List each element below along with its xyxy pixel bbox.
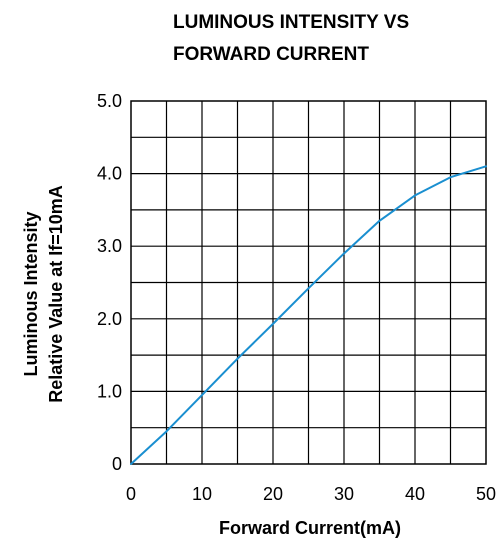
plot-border [130, 100, 487, 465]
y-tick-label: 3.0 [97, 236, 122, 256]
series-layer [130, 165, 487, 465]
y-tick-label: 5.0 [97, 91, 122, 111]
x-tick-label: 20 [263, 484, 283, 504]
x-axis-ticks: 0 10 20 30 40 50 [126, 484, 496, 504]
y-tick-label: 1.0 [97, 381, 122, 401]
chart-title-line-1: LUMINOUS INTENSITY VS [173, 12, 409, 33]
y-tick-label: 4.0 [97, 164, 122, 184]
x-axis-title: Forward Current(mA) [219, 518, 401, 538]
x-tick-label: 30 [334, 484, 354, 504]
y-tick-label: 2.0 [97, 309, 122, 329]
y-axis-title-line-1: Luminous Intensity [21, 211, 41, 376]
y-axis-title-line-2: Relative Value at If=10mA [46, 185, 66, 403]
chart-title: LUMINOUS INTENSITY VS FORWARD CURRENT [173, 12, 409, 65]
series-line-1 [130, 165, 487, 465]
x-tick-label: 50 [476, 484, 496, 504]
y-tick-label: 0 [112, 454, 122, 474]
chart-title-line-2: FORWARD CURRENT [173, 44, 369, 65]
x-tick-label: 10 [192, 484, 212, 504]
y-axis-ticks: 0 1.0 2.0 3.0 4.0 5.0 [97, 91, 122, 474]
grid [131, 101, 486, 464]
x-tick-label: 0 [126, 484, 136, 504]
plot-frame [130, 100, 487, 465]
y-axis-title: Luminous Intensity Relative Value at If=… [21, 185, 66, 403]
x-tick-label: 40 [405, 484, 425, 504]
